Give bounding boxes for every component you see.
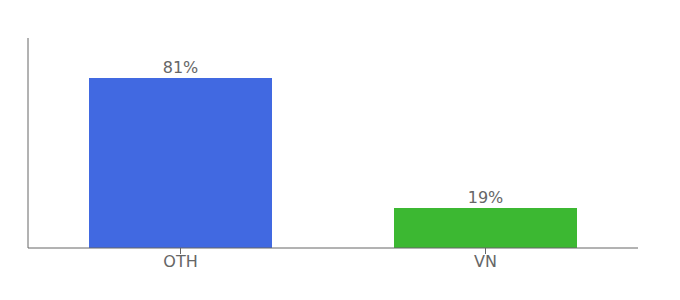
svg-text:VN: VN — [474, 252, 497, 271]
svg-text:19%: 19% — [468, 188, 504, 207]
svg-text:OTH: OTH — [163, 252, 197, 271]
svg-text:81%: 81% — [163, 58, 199, 77]
